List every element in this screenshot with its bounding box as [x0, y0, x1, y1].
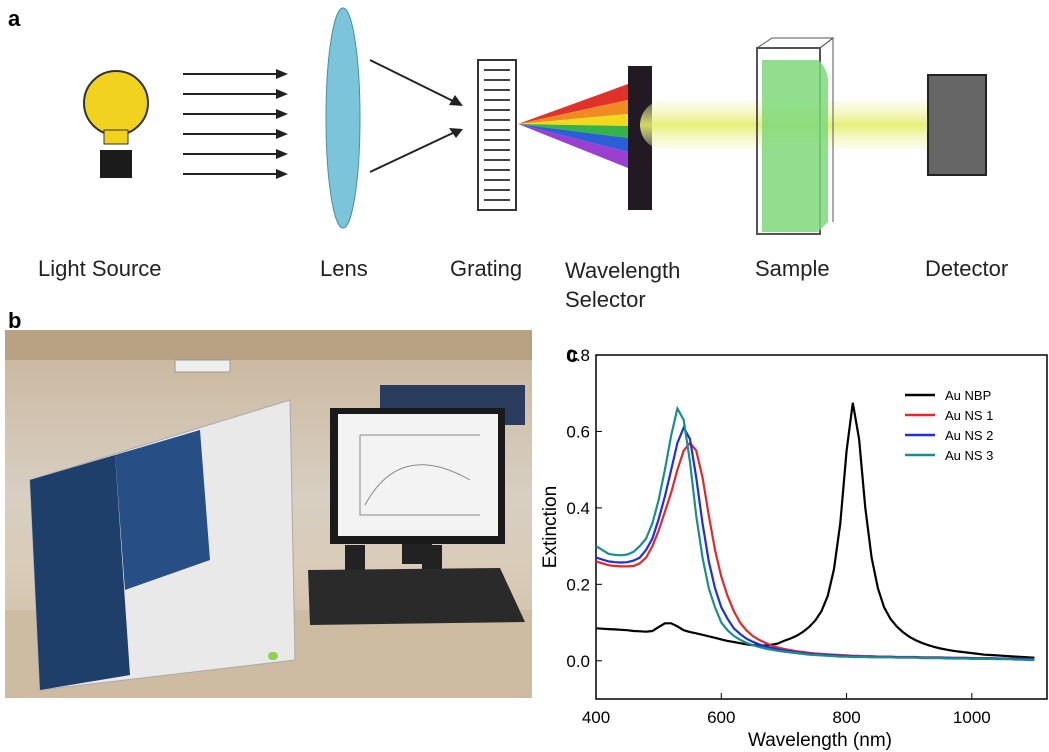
legend-label: Au NS 1 — [945, 408, 993, 423]
chart: 0.0 0.2 0.4 0.6 0.8 400 600 800 1000 Wavelength (… — [540, 342, 1048, 751]
series-line — [595, 441, 1035, 660]
plot-frame — [595, 354, 1048, 700]
spectrum — [518, 84, 628, 168]
series-line — [595, 405, 1035, 662]
arrowheads — [276, 69, 288, 179]
x-tick-label: 800 — [832, 708, 860, 727]
speaker-left — [345, 545, 365, 573]
panel-label: a — [8, 6, 21, 31]
wall-top — [5, 330, 532, 360]
component-label: Sample — [755, 256, 830, 281]
power-led — [268, 652, 278, 660]
x-tick-label: 400 — [582, 708, 610, 727]
screen-plot — [359, 434, 480, 516]
x-axis-label: Wavelength (nm) — [748, 730, 892, 751]
y-axis-label: Extinction — [540, 486, 561, 568]
y-tick-label: 0.4 — [566, 499, 590, 518]
component-label: Grating — [450, 256, 523, 281]
focus-arrowheads — [449, 95, 463, 138]
legend-label: Au NS 2 — [945, 428, 993, 443]
grating — [477, 59, 517, 211]
grating-lines — [484, 69, 510, 201]
power-outlet — [174, 359, 231, 373]
x-tick-label: 1000 — [953, 708, 991, 727]
speaker-right — [422, 545, 442, 573]
lens — [325, 7, 361, 229]
legend-label: Au NBP — [945, 388, 991, 403]
y-tick-label: 0.8 — [566, 346, 590, 365]
legend-label: Au NS 3 — [945, 448, 993, 463]
light-rays — [183, 73, 280, 175]
sample-liquid — [762, 60, 829, 232]
component-label: Wavelength Selector — [565, 258, 681, 312]
series-line — [595, 402, 1035, 659]
y-tick-label: 0.2 — [566, 575, 590, 594]
spectrometer-lid — [115, 430, 210, 590]
detector — [927, 74, 987, 176]
y-tick-label: 0.0 — [566, 652, 590, 671]
component-label: Detector — [925, 256, 1009, 281]
x-tick-label: 600 — [707, 708, 735, 727]
bulb — [83, 70, 149, 136]
panel-label: c — [566, 342, 578, 367]
spectrometer-front — [30, 455, 130, 690]
diagram — [83, 7, 987, 235]
y-tick-label: 0.6 — [566, 422, 590, 441]
panel-label: b — [8, 308, 22, 333]
keyboard — [308, 568, 525, 625]
bulb-neck — [103, 129, 129, 145]
photo — [5, 330, 532, 698]
component-label: Light Source — [38, 256, 162, 281]
monitor-screen — [338, 414, 498, 536]
bulb-base — [100, 150, 132, 178]
focus-rays — [369, 59, 456, 173]
component-label: Lens — [320, 256, 368, 281]
